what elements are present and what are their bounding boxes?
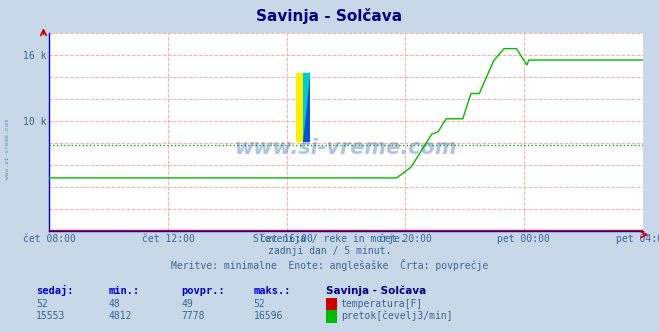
Text: Meritve: minimalne  Enote: anglešaške  Črta: povprečje: Meritve: minimalne Enote: anglešaške Črt… [171,259,488,271]
Text: maks.:: maks.: [254,286,291,296]
Text: sedaj:: sedaj: [36,285,74,296]
Text: pretok[čevelj3/min]: pretok[čevelj3/min] [341,311,452,321]
Polygon shape [303,73,310,142]
Text: min.:: min.: [109,286,140,296]
Text: 49: 49 [181,299,193,309]
Text: temperatura[F]: temperatura[F] [341,299,423,309]
Bar [303,73,310,142]
Bar [295,73,303,142]
Text: 4812: 4812 [109,311,132,321]
Text: www.si-vreme.com: www.si-vreme.com [235,138,457,158]
Text: zadnji dan / 5 minut.: zadnji dan / 5 minut. [268,246,391,256]
Text: 52: 52 [36,299,48,309]
Text: povpr.:: povpr.: [181,286,225,296]
Text: 15553: 15553 [36,311,66,321]
Text: 48: 48 [109,299,121,309]
Text: Savinja - Solčava: Savinja - Solčava [326,285,426,296]
Text: 7778: 7778 [181,311,205,321]
Text: 16596: 16596 [254,311,283,321]
Text: Slovenija / reke in morje.: Slovenija / reke in morje. [253,234,406,244]
Text: 52: 52 [254,299,266,309]
Text: www.si-vreme.com: www.si-vreme.com [5,120,11,179]
Text: Savinja - Solčava: Savinja - Solčava [256,8,403,24]
